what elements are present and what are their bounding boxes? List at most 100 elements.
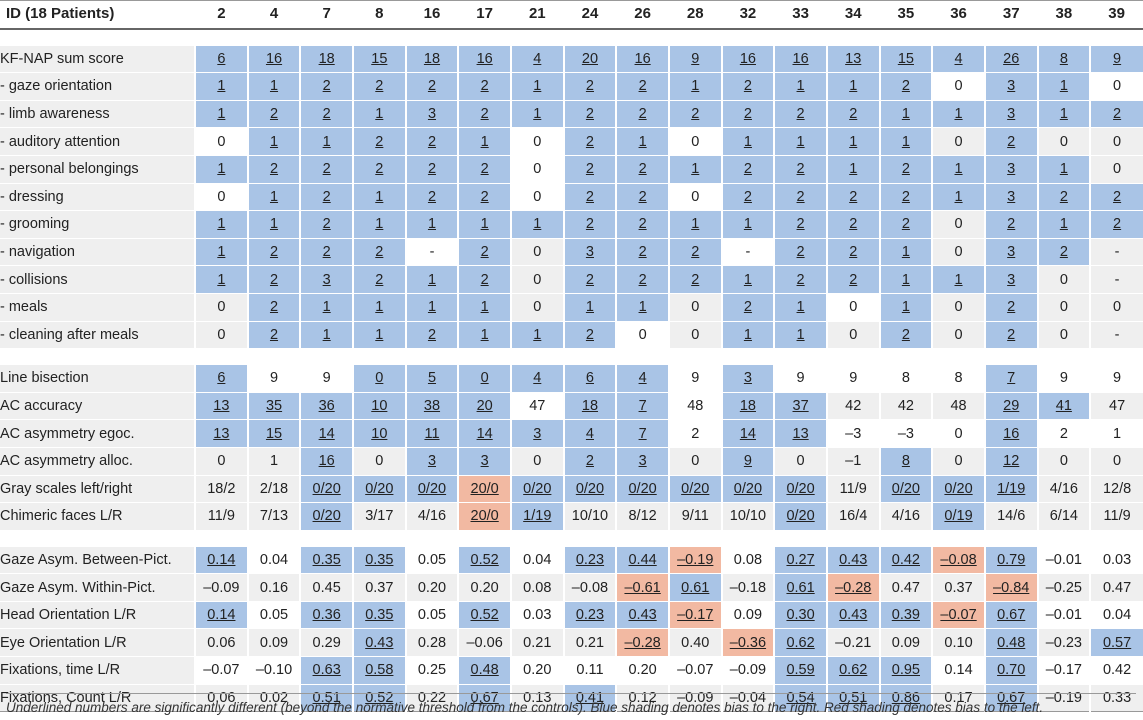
cell-value: 1 bbox=[375, 299, 384, 316]
table-cell: 2 bbox=[1089, 100, 1143, 129]
cell-value: 11/9 bbox=[1103, 508, 1131, 525]
table-cell: 2 bbox=[667, 265, 722, 294]
cell-value: 12/8 bbox=[1102, 480, 1132, 497]
table-cell: 3 bbox=[299, 265, 353, 294]
table-cell: 7/13 bbox=[246, 502, 301, 531]
table-cell: 18 bbox=[720, 392, 775, 421]
cell-value: 1 bbox=[901, 133, 910, 150]
cell-value: 1 bbox=[269, 188, 279, 205]
table-cell: 6 bbox=[194, 365, 248, 393]
cell-value: 0 bbox=[691, 133, 700, 150]
table-cell: 0 bbox=[667, 293, 722, 322]
table-cell: 3 bbox=[983, 183, 1038, 212]
table-cell: 1 bbox=[1089, 419, 1143, 448]
cell-value: 14 bbox=[739, 425, 756, 442]
table-cell: –0.17 bbox=[667, 601, 722, 630]
cell-value: 0/20 bbox=[365, 480, 394, 497]
table-cell: 0 bbox=[194, 321, 248, 350]
table-cell: 3 bbox=[983, 265, 1038, 294]
table-cell: 4/16 bbox=[404, 502, 459, 531]
table-cell: 0 bbox=[931, 210, 985, 239]
divider-cell bbox=[0, 28, 1143, 46]
cell-value: 0 bbox=[1113, 133, 1122, 150]
cell-value: 9 bbox=[743, 453, 752, 470]
table-cell: 2 bbox=[667, 100, 722, 129]
table-cell: 14/6 bbox=[983, 502, 1038, 531]
table-cell: 18 bbox=[562, 392, 617, 421]
table-cell: 12 bbox=[983, 447, 1038, 476]
cell-value: –0.28 bbox=[624, 634, 661, 651]
table-cell: 0.08 bbox=[509, 573, 564, 602]
cell-value: 0.48 bbox=[470, 662, 499, 679]
cell-value: 9 bbox=[1059, 370, 1068, 387]
row-label: AC accuracy bbox=[0, 392, 197, 421]
table-cell: 0.25 bbox=[404, 656, 459, 685]
table-cell: 0 bbox=[509, 265, 564, 294]
cell-value: 1 bbox=[480, 299, 489, 316]
cell-value: 1 bbox=[480, 326, 489, 343]
cell-value: 11/9 bbox=[839, 480, 867, 497]
table-cell: 1 bbox=[246, 72, 301, 101]
table-cell: 0.23 bbox=[562, 601, 617, 630]
table-cell: 0.37 bbox=[352, 573, 406, 602]
table-cell: 0 bbox=[773, 447, 827, 476]
cell-value: 1 bbox=[217, 78, 226, 95]
table-cell: 2 bbox=[773, 155, 827, 184]
table-cell: 0.95 bbox=[878, 656, 933, 685]
table-cell: –0.19 bbox=[1036, 684, 1091, 713]
row-label: AC asymmetry egoc. bbox=[0, 419, 197, 448]
table-cell: 0.27 bbox=[773, 546, 827, 575]
cell-value: –0.06 bbox=[466, 634, 503, 651]
table-cell: 0.33 bbox=[1089, 684, 1143, 713]
table-cell: 1 bbox=[457, 127, 511, 156]
table-cell: 0/20 bbox=[299, 475, 353, 504]
table-cell: –0.28 bbox=[825, 573, 880, 602]
table-cell: 2 bbox=[825, 100, 880, 129]
table-cell: 3 bbox=[720, 365, 775, 393]
table-cell: 47 bbox=[1089, 392, 1143, 421]
table-cell: 1 bbox=[194, 72, 248, 101]
cell-value: 0.63 bbox=[312, 662, 341, 679]
cell-value: 0.08 bbox=[523, 579, 552, 596]
cell-value: 3 bbox=[533, 425, 542, 442]
cell-value: 1 bbox=[796, 326, 805, 343]
cell-value: 0/20 bbox=[786, 508, 815, 525]
table-cell: 1 bbox=[352, 100, 406, 129]
cell-value: 0 bbox=[217, 188, 226, 205]
table-cell: 1/19 bbox=[509, 502, 564, 531]
table-cell: 2 bbox=[352, 72, 406, 101]
cell-value: –0.17 bbox=[677, 607, 714, 624]
cell-value: 0.28 bbox=[417, 634, 447, 651]
table-cell: 0.06 bbox=[194, 684, 248, 713]
table-cell: 14 bbox=[299, 419, 353, 448]
table-cell: –0.36 bbox=[720, 628, 775, 658]
table-cell: –0.18 bbox=[720, 573, 775, 602]
table-cell: 1 bbox=[773, 293, 827, 322]
cell-value: 14 bbox=[476, 425, 493, 442]
cell-value: 0.14 bbox=[207, 551, 236, 568]
cell-value: 2 bbox=[375, 161, 384, 178]
cell-value: 20/0 bbox=[470, 508, 499, 525]
table-cell: 2 bbox=[1036, 419, 1091, 448]
table-cell: 0 bbox=[1089, 72, 1143, 101]
table-cell: 14 bbox=[720, 419, 775, 448]
table-cell: 2 bbox=[562, 127, 617, 156]
cell-value: 0 bbox=[533, 453, 542, 470]
row-label: - meals bbox=[0, 293, 197, 322]
cell-value: 0/20 bbox=[417, 480, 447, 497]
table-row: Eye Orientation L/R 0.06 0.09 0.29 0.43 0.28 –… bbox=[0, 628, 1143, 658]
table-cell: 0 bbox=[931, 293, 985, 322]
row-label: Fixations, time L/R bbox=[0, 656, 197, 685]
cell-value: –0.17 bbox=[1045, 662, 1082, 679]
cell-value: 10 bbox=[371, 425, 388, 442]
cell-value: 0.42 bbox=[1102, 662, 1132, 679]
cell-value: 16 bbox=[634, 50, 651, 67]
cell-value: 2 bbox=[269, 299, 279, 316]
table-cell: 2 bbox=[404, 321, 459, 350]
table-cell: 11/9 bbox=[194, 502, 248, 531]
cell-value: –0.01 bbox=[1045, 551, 1082, 568]
cell-value: 0.14 bbox=[944, 662, 973, 679]
row-label: - dressing bbox=[0, 183, 197, 212]
cell-value: 2 bbox=[375, 78, 384, 95]
